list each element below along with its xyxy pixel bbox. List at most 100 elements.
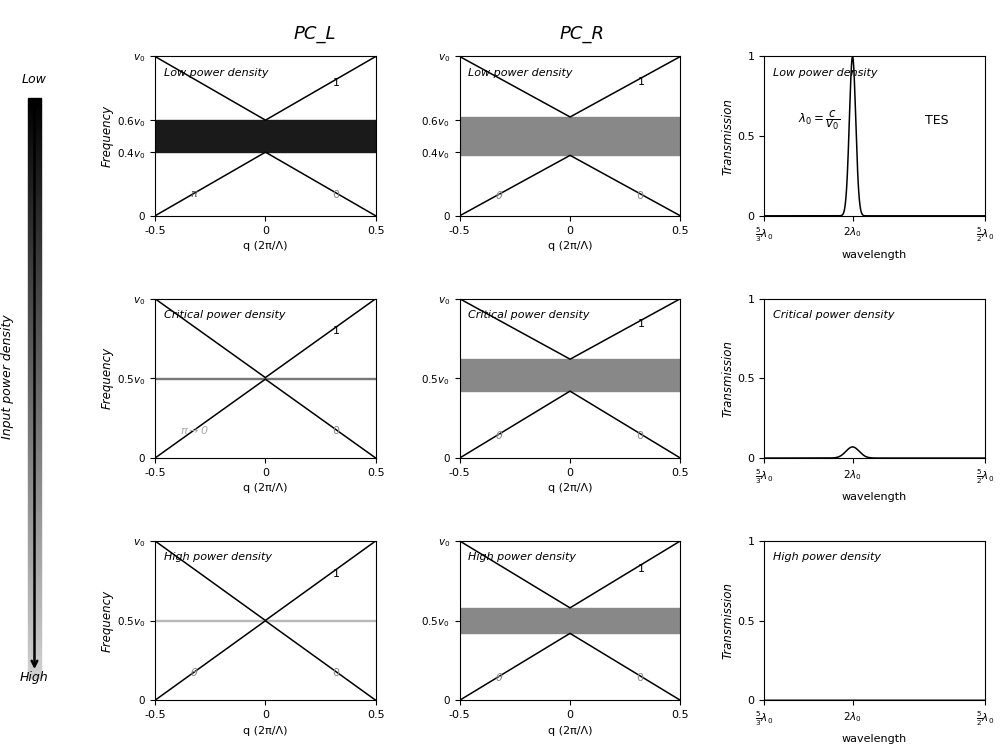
Bar <box>28 422 41 425</box>
Bar <box>28 660 41 663</box>
Bar <box>28 565 41 568</box>
Bar <box>28 414 41 417</box>
Bar <box>28 498 41 501</box>
Bar <box>28 538 41 541</box>
Bar <box>28 242 41 245</box>
Bar <box>28 200 41 203</box>
Bar <box>28 640 41 643</box>
Bar <box>28 173 41 176</box>
Bar <box>28 596 41 599</box>
Text: $1$: $1$ <box>637 562 645 574</box>
Text: Input power density: Input power density <box>1 314 15 439</box>
Bar <box>28 599 41 602</box>
Bar <box>28 327 41 330</box>
Text: $1$: $1$ <box>637 317 645 329</box>
Bar <box>28 258 41 261</box>
X-axis label: wavelength: wavelength <box>842 492 907 501</box>
Bar <box>28 298 41 300</box>
Bar <box>28 167 41 170</box>
Bar <box>28 165 41 167</box>
Bar <box>28 379 41 382</box>
Bar <box>28 225 41 228</box>
Bar <box>28 518 41 521</box>
Bar <box>28 593 41 596</box>
Bar <box>28 605 41 608</box>
Bar <box>28 145 41 147</box>
Bar <box>28 330 41 333</box>
Bar <box>28 136 41 139</box>
Bar <box>28 191 41 194</box>
X-axis label: q (2π/Λ): q (2π/Λ) <box>243 241 288 251</box>
Bar <box>28 460 41 463</box>
Bar <box>28 394 41 397</box>
Text: $1$: $1$ <box>332 325 340 337</box>
Bar <box>28 419 41 422</box>
Bar <box>28 646 41 648</box>
Bar <box>28 629 41 631</box>
Bar <box>28 159 41 162</box>
Bar <box>28 657 41 660</box>
Bar <box>28 428 41 431</box>
X-axis label: q (2π/Λ): q (2π/Λ) <box>243 726 288 736</box>
Bar <box>28 399 41 402</box>
Bar <box>28 654 41 657</box>
Text: $0$: $0$ <box>636 189 645 200</box>
Text: Critical power density: Critical power density <box>164 309 285 320</box>
Bar <box>28 261 41 263</box>
Bar <box>28 382 41 385</box>
Bar <box>28 133 41 136</box>
Bar <box>28 234 41 237</box>
Bar <box>28 283 41 286</box>
Text: $\pi$: $\pi$ <box>190 188 199 199</box>
Bar <box>460 359 680 391</box>
Bar <box>28 187 41 191</box>
Bar <box>28 130 41 133</box>
Bar <box>28 477 41 480</box>
Bar <box>28 651 41 654</box>
Bar <box>28 446 41 449</box>
Bar <box>28 663 41 666</box>
Text: High power density: High power density <box>164 552 272 562</box>
Bar <box>28 513 41 515</box>
Bar <box>28 179 41 182</box>
Bar <box>28 112 41 115</box>
Bar <box>28 501 41 504</box>
Text: Low power density: Low power density <box>164 68 268 78</box>
Bar <box>28 339 41 341</box>
Text: $\theta$: $\theta$ <box>495 671 504 683</box>
Bar <box>28 559 41 562</box>
Text: $\theta$: $\theta$ <box>495 189 504 200</box>
Bar <box>28 245 41 248</box>
Bar <box>28 185 41 187</box>
Y-axis label: Frequency: Frequency <box>101 347 114 410</box>
Bar <box>28 333 41 336</box>
Bar <box>28 553 41 556</box>
Bar <box>460 608 680 633</box>
Bar <box>28 361 41 364</box>
Text: $\pi$$\rightarrow$0: $\pi$$\rightarrow$0 <box>180 425 209 437</box>
Bar <box>28 533 41 535</box>
Bar <box>28 295 41 298</box>
Bar <box>28 437 41 440</box>
Bar <box>28 350 41 353</box>
Text: $1$: $1$ <box>332 567 340 579</box>
Bar <box>28 547 41 550</box>
Bar <box>28 452 41 455</box>
Bar <box>28 510 41 513</box>
Bar <box>28 623 41 626</box>
Bar <box>28 480 41 483</box>
Bar <box>28 620 41 623</box>
Text: Low: Low <box>22 72 46 86</box>
Bar <box>28 176 41 179</box>
Bar <box>28 205 41 208</box>
Bar <box>28 170 41 173</box>
Bar <box>28 356 41 358</box>
Bar <box>28 643 41 646</box>
Bar <box>28 153 41 156</box>
Bar <box>28 527 41 530</box>
Bar <box>28 121 41 124</box>
Bar <box>28 634 41 637</box>
Text: Critical power density: Critical power density <box>773 309 895 320</box>
Bar <box>460 117 680 155</box>
Bar <box>28 107 41 109</box>
